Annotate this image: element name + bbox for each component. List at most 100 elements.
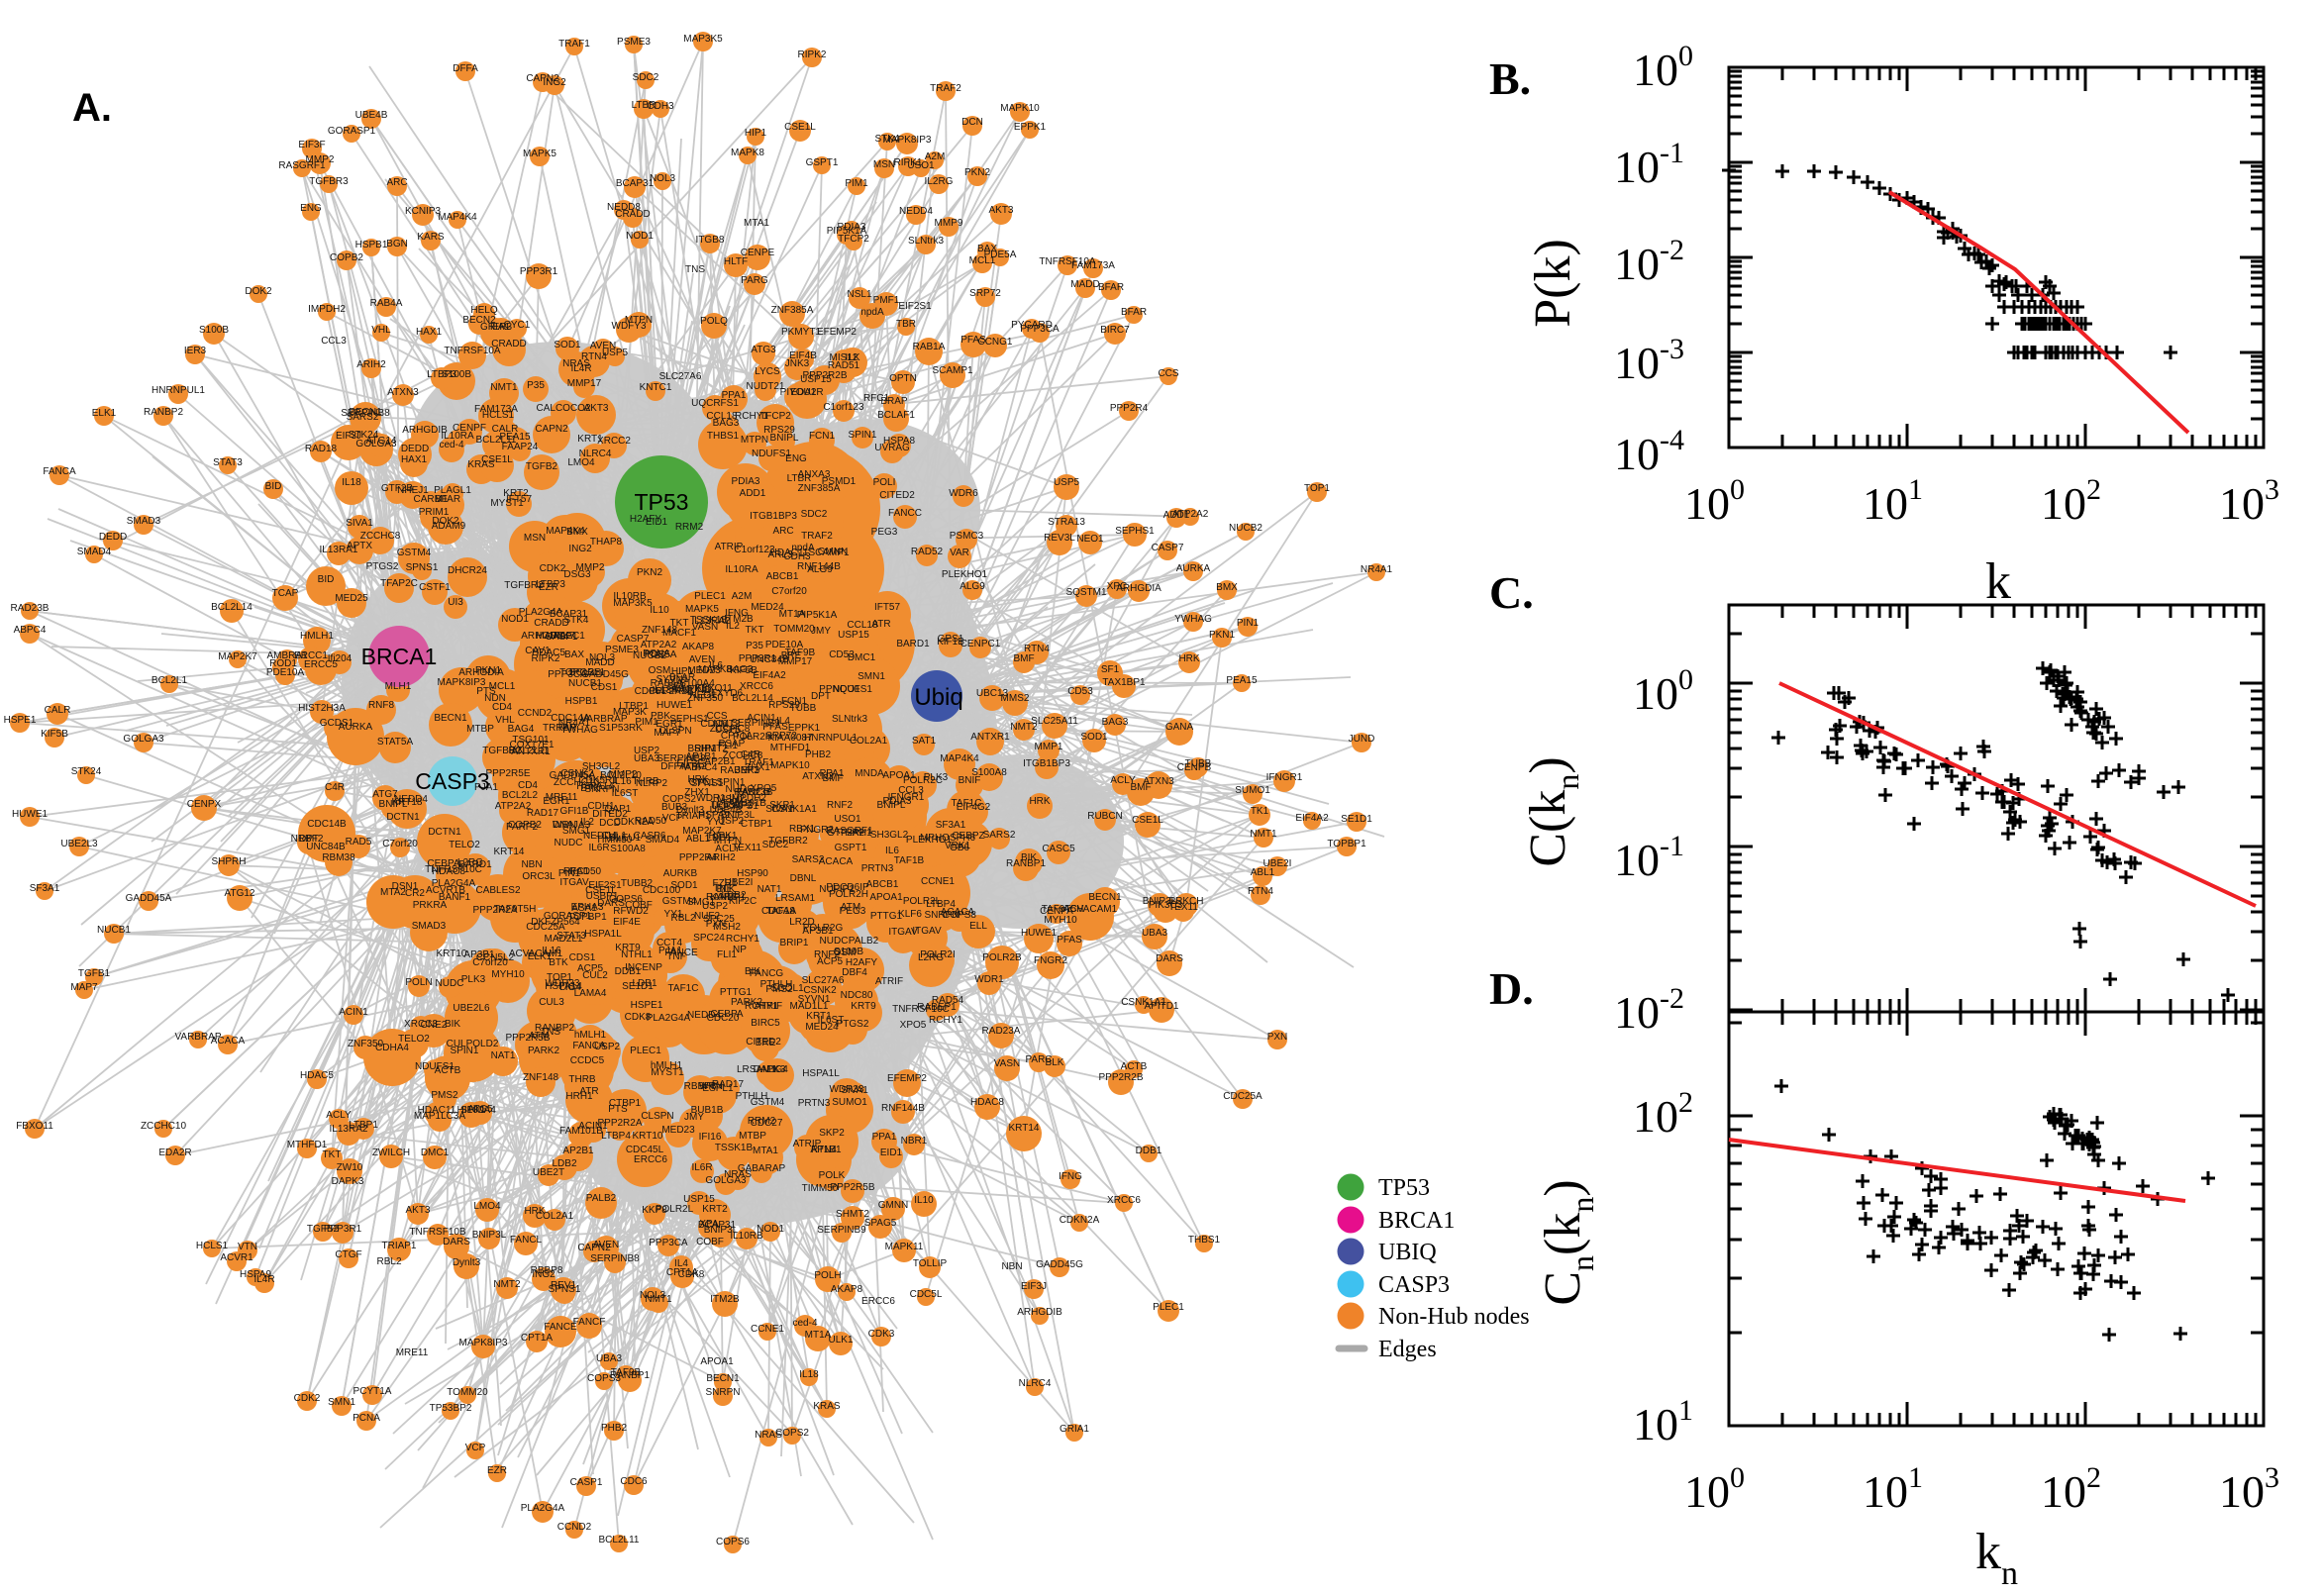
svg-text:MYH10: MYH10: [1044, 915, 1077, 926]
svg-text:ZNF148: ZNF148: [642, 625, 678, 636]
svg-text:KIF5B: KIF5B: [41, 729, 68, 740]
svg-text:CLSPN: CLSPN: [658, 726, 691, 737]
svg-text:VTN: VTN: [238, 1242, 257, 1252]
svg-text:KLF6: KLF6: [898, 909, 922, 920]
svg-text:NMT2: NMT2: [493, 1279, 521, 1290]
svg-text:SF3A1: SF3A1: [30, 883, 60, 894]
svg-text:IL10RA: IL10RA: [725, 564, 758, 575]
svg-text:EIF4A2: EIF4A2: [1295, 813, 1329, 824]
svg-text:PPP3CA: PPP3CA: [649, 1238, 688, 1248]
svg-text:MSN: MSN: [873, 159, 895, 170]
svg-text:CRADD: CRADD: [491, 339, 527, 349]
svg-text:JMY: JMY: [811, 626, 831, 637]
svg-text:HAX1: HAX1: [416, 327, 443, 338]
svg-text:EFEMP2: EFEMP2: [817, 327, 857, 338]
svg-text:IL18: IL18: [342, 477, 361, 488]
svg-text:CASC5: CASC5: [1042, 844, 1075, 854]
svg-text:WDR1: WDR1: [974, 974, 1004, 985]
svg-text:USP15: USP15: [838, 630, 869, 641]
svg-text:DEDD: DEDD: [99, 532, 127, 543]
svg-text:KRT14: KRT14: [494, 847, 525, 857]
svg-text:MMP9: MMP9: [935, 218, 963, 229]
svg-text:PLA2G4A: PLA2G4A: [521, 1503, 565, 1514]
svg-text:MAPK5: MAPK5: [523, 149, 556, 159]
svg-text:NLRC4: NLRC4: [1019, 1378, 1052, 1389]
svg-text:CDS1: CDS1: [569, 952, 596, 963]
svg-text:MTBP: MTBP: [466, 724, 494, 735]
svg-text:GOLGA3: GOLGA3: [123, 734, 164, 745]
svg-text:SKP1: SKP1: [769, 800, 795, 811]
svg-text:BID: BID: [265, 481, 282, 492]
svg-text:S100B: S100B: [199, 325, 229, 336]
svg-text:SLC25A11: SLC25A11: [1031, 716, 1078, 727]
svg-text:ITM2B: ITM2B: [710, 1294, 740, 1305]
svg-text:PTS: PTS: [608, 1104, 628, 1115]
svg-text:HSPE1: HSPE1: [631, 1000, 663, 1011]
svg-text:IL18: IL18: [799, 1369, 819, 1380]
svg-text:ERCC6: ERCC6: [861, 1296, 895, 1307]
svg-text:PARP2: PARP2: [506, 822, 538, 833]
svg-text:SMG1: SMG1: [562, 826, 591, 837]
svg-text:SH3GL2: SH3GL2: [582, 761, 621, 772]
svg-text:ARC: ARC: [772, 526, 793, 537]
svg-text:ING2: ING2: [568, 544, 592, 554]
svg-text:ENG: ENG: [300, 203, 322, 214]
svg-text:Ubiq: Ubiq: [914, 684, 962, 711]
svg-text:MMS2: MMS2: [1001, 693, 1030, 704]
svg-text:LRSAM1: LRSAM1: [737, 1064, 776, 1075]
svg-text:SOD1: SOD1: [554, 340, 581, 350]
svg-text:PTS: PTS: [476, 686, 496, 697]
svg-text:CSE1L: CSE1L: [1132, 815, 1163, 826]
svg-text:PPP2R2A: PPP2R2A: [472, 905, 517, 916]
svg-text:DKFZP564: DKFZP564: [531, 917, 580, 928]
svg-text:hMLH1: hMLH1: [574, 1030, 607, 1041]
svg-text:ZCCHC10: ZCCHC10: [141, 1121, 187, 1132]
svg-text:CSTF1: CSTF1: [419, 582, 451, 593]
svg-text:FANCF: FANCF: [573, 1317, 606, 1328]
svg-text:ATP2A2: ATP2A2: [1172, 509, 1209, 520]
svg-text:CSE1L: CSE1L: [784, 122, 816, 133]
svg-text:MTPN: MTPN: [625, 315, 653, 326]
svg-text:KCNIP3: KCNIP3: [405, 206, 442, 217]
svg-text:CDK8: CDK8: [678, 1269, 705, 1280]
svg-text:CITED2: CITED2: [879, 490, 915, 501]
svg-text:ZHX1: ZHX1: [745, 762, 770, 773]
svg-text:THAP8: THAP8: [590, 537, 623, 548]
svg-text:PPNQO1: PPNQO1: [819, 684, 860, 695]
svg-text:MED23: MED23: [661, 1125, 695, 1136]
svg-text:RBL2: RBL2: [376, 1256, 401, 1267]
svg-text:HIP1: HIP1: [745, 128, 767, 139]
svg-text:SMAD4: SMAD4: [77, 547, 112, 557]
svg-text:AP2B1: AP2B1: [562, 1146, 594, 1156]
svg-text:BRCA1: BRCA1: [1378, 1208, 1455, 1234]
svg-text:SDC2: SDC2: [762, 840, 789, 850]
svg-text:USO1: USO1: [834, 814, 861, 825]
svg-text:FLI1: FLI1: [718, 741, 738, 751]
svg-text:ADD1: ADD1: [740, 488, 766, 499]
svg-text:CENPX: CENPX: [187, 799, 222, 810]
svg-text:GSPT1: GSPT1: [835, 843, 867, 853]
svg-text:TOPORS: TOPORS: [559, 667, 601, 678]
svg-text:USP2: USP2: [718, 816, 745, 827]
svg-text:POLK: POLK: [819, 1170, 846, 1181]
svg-text:ADAM9: ADAM9: [432, 521, 466, 532]
svg-text:RAD18: RAD18: [305, 444, 338, 454]
svg-text:NR4A1: NR4A1: [1361, 564, 1393, 575]
svg-text:RNF2: RNF2: [827, 800, 854, 811]
svg-text:AP3B1: AP3B1: [463, 949, 495, 960]
svg-text:BRCA1: BRCA1: [361, 644, 438, 669]
svg-text:NMT1: NMT1: [490, 382, 518, 393]
svg-text:BMF: BMF: [1013, 653, 1034, 664]
svg-text:MAPK8: MAPK8: [731, 148, 764, 158]
svg-text:DCD: DCD: [599, 818, 621, 829]
svg-text:HSPE1: HSPE1: [4, 715, 37, 726]
svg-text:THRB: THRB: [632, 776, 659, 787]
svg-text:Edges: Edges: [1378, 1337, 1437, 1362]
svg-text:RANBP2: RANBP2: [144, 407, 183, 418]
svg-text:SQSTM1: SQSTM1: [1065, 587, 1107, 598]
svg-text:EIF3F: EIF3F: [298, 140, 325, 150]
svg-text:UBA3: UBA3: [1142, 928, 1168, 939]
svg-text:PLA2G4A: PLA2G4A: [647, 1013, 691, 1024]
svg-text:RAD5: RAD5: [346, 837, 372, 848]
svg-text:NEDD8: NEDD8: [607, 202, 641, 213]
